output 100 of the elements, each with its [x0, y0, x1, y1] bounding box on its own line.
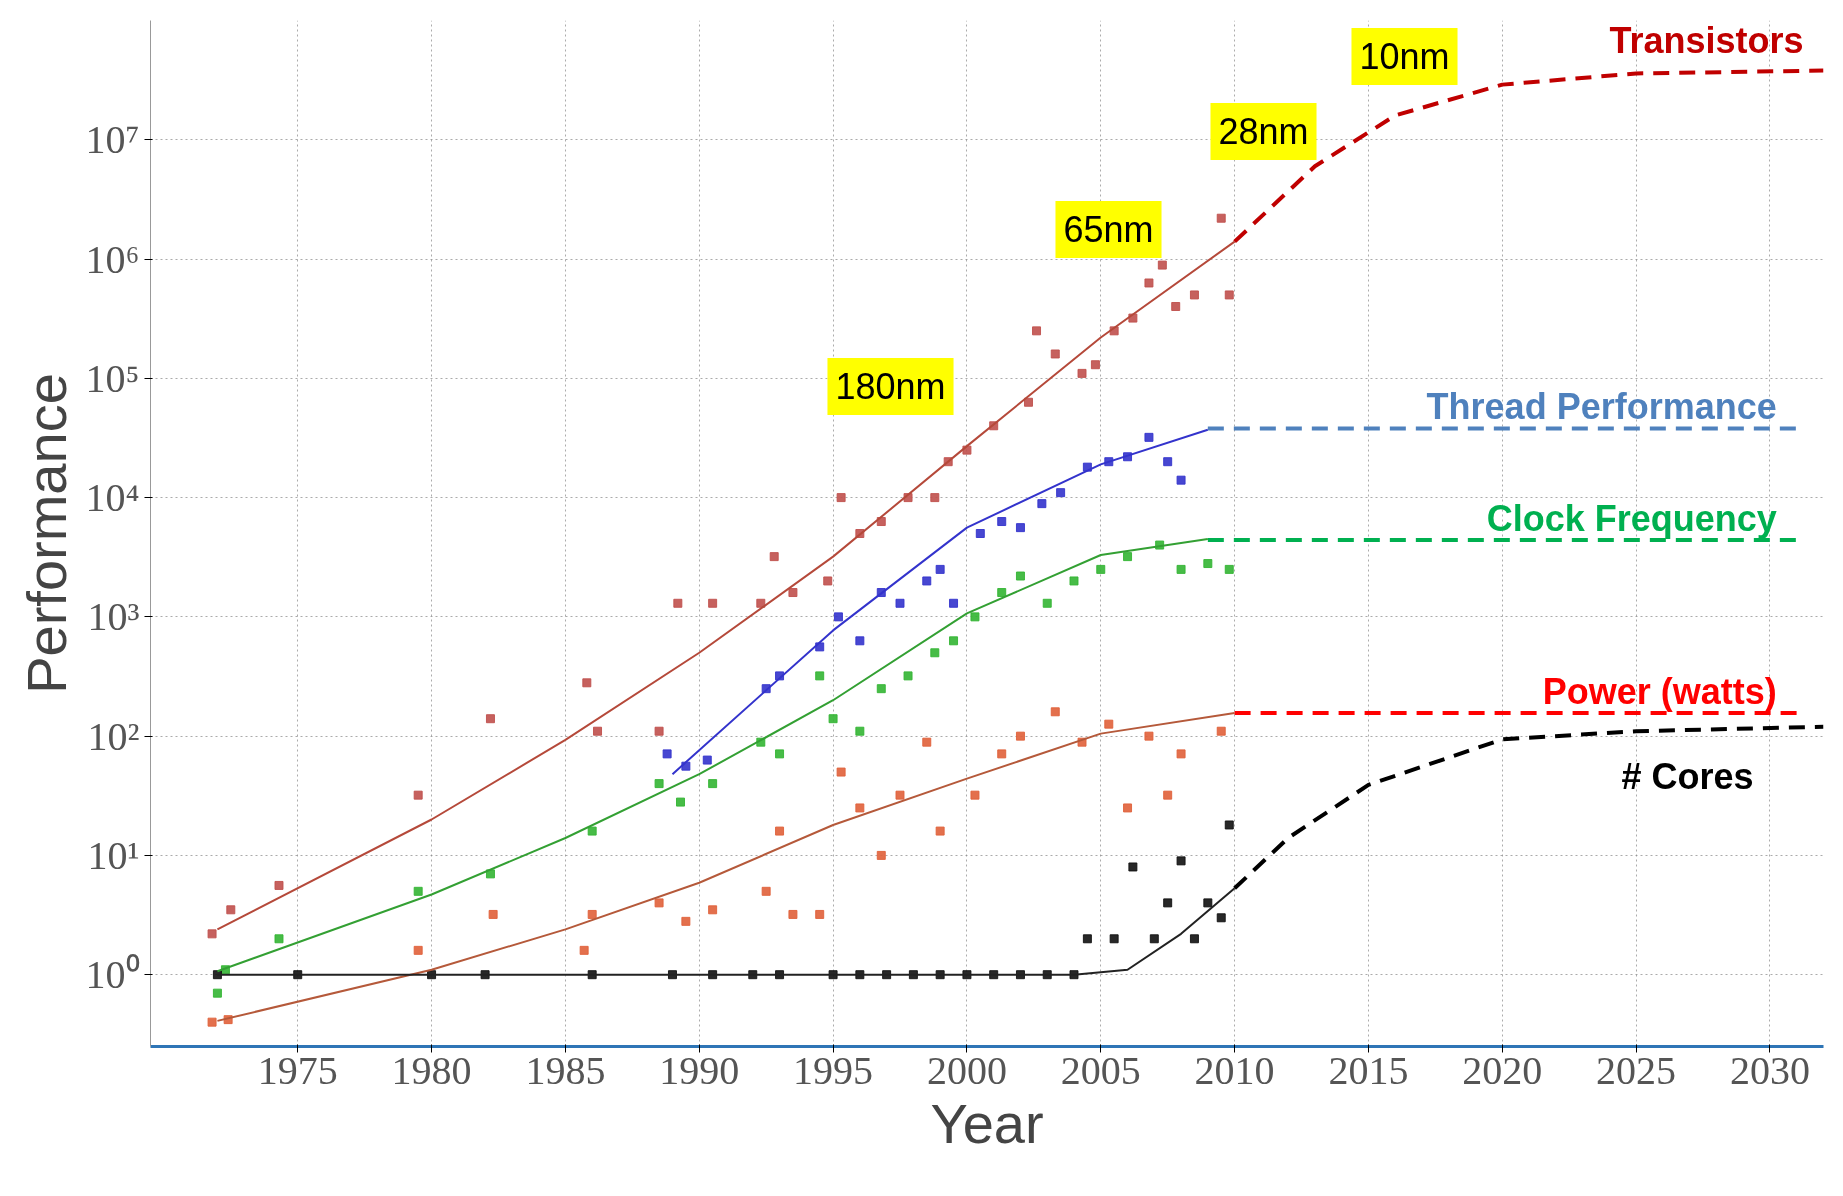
annotation: 65nm	[1063, 209, 1154, 250]
point	[903, 671, 913, 681]
point	[708, 598, 718, 608]
point	[654, 779, 664, 789]
point	[681, 761, 691, 771]
point	[815, 909, 825, 919]
point	[1216, 213, 1226, 223]
point	[1216, 913, 1226, 923]
point	[836, 767, 846, 777]
annotation: 180nm	[835, 366, 946, 407]
point	[775, 826, 785, 836]
point	[769, 552, 779, 562]
point	[413, 945, 423, 955]
point	[895, 790, 905, 800]
point	[1176, 856, 1186, 866]
point	[823, 576, 833, 586]
y-tick-label: 10⁰	[85, 952, 140, 998]
point	[579, 945, 589, 955]
point	[975, 529, 985, 538]
point	[935, 564, 945, 574]
point	[593, 726, 603, 736]
point	[1163, 457, 1173, 467]
point	[788, 909, 798, 919]
point	[212, 988, 222, 998]
x-axis-title: Year	[930, 1091, 1044, 1155]
point	[654, 898, 664, 908]
point	[488, 909, 498, 919]
point	[1163, 790, 1173, 800]
point	[895, 598, 905, 608]
point	[828, 714, 838, 724]
point	[761, 886, 771, 896]
point	[1203, 898, 1213, 908]
point	[1149, 934, 1159, 944]
point	[1176, 475, 1186, 485]
x-tick-label: 2020	[1462, 1047, 1543, 1093]
point	[855, 803, 865, 813]
series-label: Power (watts)	[1542, 670, 1777, 712]
y-tick-label: 10⁵	[85, 355, 140, 401]
point	[274, 880, 284, 890]
point	[1224, 564, 1234, 574]
point	[1104, 719, 1114, 729]
point	[1171, 302, 1181, 312]
point	[922, 576, 932, 586]
series-label: Clock Frequency	[1486, 497, 1777, 539]
point	[997, 588, 1007, 598]
point	[930, 648, 940, 658]
point	[815, 642, 825, 652]
point	[587, 909, 597, 919]
point	[876, 850, 886, 860]
y-tick-label: 10⁴	[85, 475, 140, 521]
point	[582, 678, 592, 688]
point	[1176, 749, 1186, 759]
series-label: Transistors	[1609, 20, 1804, 62]
point	[1163, 898, 1173, 908]
point	[788, 588, 798, 598]
x-tick-label: 1985	[525, 1047, 606, 1093]
point	[226, 905, 236, 915]
point	[1069, 576, 1079, 586]
point	[413, 790, 423, 800]
point	[1082, 934, 1092, 944]
point	[681, 916, 691, 926]
y-tick-label: 10⁶	[85, 236, 140, 282]
x-tick-label: 2000	[926, 1047, 1007, 1093]
x-tick-label: 2025	[1596, 1047, 1677, 1093]
point	[997, 517, 1007, 527]
y-tick-label: 10⁷	[85, 117, 140, 163]
point	[1144, 278, 1154, 288]
point	[1096, 564, 1106, 574]
point	[1123, 803, 1133, 813]
point	[997, 749, 1007, 759]
point	[1015, 571, 1025, 581]
point	[1015, 523, 1025, 533]
x-tick-label: 2005	[1060, 1047, 1141, 1093]
point	[1189, 290, 1199, 300]
y-tick-label: 10³	[87, 594, 140, 640]
series-label: # Cores	[1621, 756, 1754, 798]
point	[876, 684, 886, 694]
point	[756, 598, 766, 608]
point	[1128, 862, 1138, 872]
point	[413, 886, 423, 896]
y-tick-label: 10²	[87, 713, 140, 759]
point	[1189, 934, 1199, 944]
point	[855, 636, 865, 646]
point	[855, 726, 865, 736]
series-label: Thread Performance	[1426, 385, 1777, 427]
point	[1176, 564, 1186, 574]
line-series	[671, 428, 1209, 776]
point	[1037, 499, 1047, 509]
point	[1224, 290, 1234, 300]
point	[815, 671, 825, 681]
point	[587, 826, 597, 836]
point	[1216, 726, 1226, 736]
point	[1109, 934, 1119, 944]
point	[833, 612, 843, 622]
point	[1023, 397, 1033, 407]
x-tick-label: 1975	[257, 1047, 338, 1093]
point	[1082, 462, 1092, 472]
point	[274, 934, 284, 944]
point	[207, 929, 217, 939]
point	[935, 826, 945, 836]
